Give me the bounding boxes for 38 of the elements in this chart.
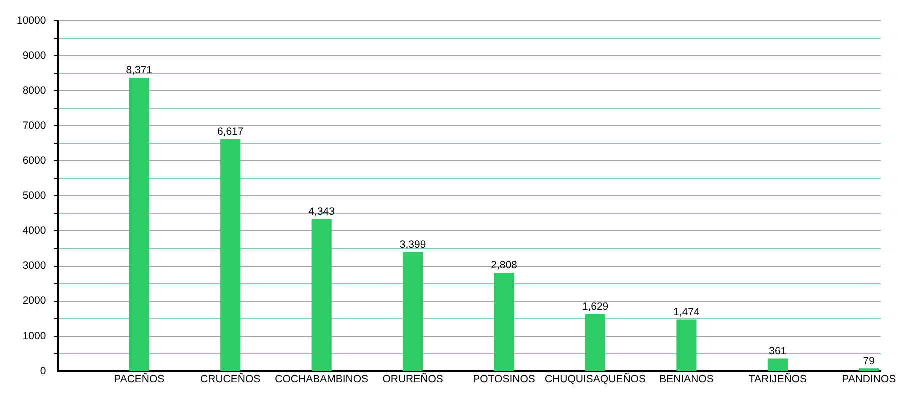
- y-tick-label: 8000: [22, 84, 46, 97]
- bar: [220, 140, 241, 372]
- y-tick-label: 6000: [22, 155, 46, 168]
- bar: [768, 358, 788, 372]
- y-tick-label: 5000: [22, 190, 46, 202]
- bar: [494, 273, 514, 372]
- x-tick-label: BENIANOS: [660, 374, 714, 386]
- y-tick-label: 9000: [22, 50, 46, 62]
- bar: [403, 252, 424, 372]
- x-tick-label: PANDINOS: [842, 374, 896, 386]
- y-tick-label: 0: [40, 365, 46, 378]
- x-tick-label: COCHABAMBINOS: [275, 374, 369, 386]
- data-label: 79: [863, 355, 876, 368]
- data-label: 4,343: [308, 206, 336, 218]
- x-tick-label: POTOSINOS: [473, 374, 536, 386]
- bar: [859, 368, 880, 372]
- data-label: 3,399: [400, 238, 426, 251]
- data-label: 6,617: [217, 126, 244, 138]
- y-tick-label: 2000: [22, 295, 46, 308]
- y-tick-label: 4000: [22, 225, 46, 238]
- data-label: 2,808: [491, 260, 518, 272]
- bar: [585, 314, 606, 372]
- y-tick-label: 7000: [22, 120, 46, 132]
- x-tick-label: TARIJEÑOS: [748, 372, 807, 386]
- bar: [129, 78, 150, 372]
- x-tick-label: PACEÑOS: [114, 372, 165, 386]
- y-tick-label: 10000: [16, 14, 46, 27]
- y-tick-label: 1000: [22, 330, 46, 342]
- data-label: 361: [769, 345, 787, 358]
- x-tick-label: CRUCEÑOS: [200, 372, 261, 386]
- y-tick-label: 3000: [22, 260, 46, 272]
- x-tick-label: CHUQUISAQUEÑOS: [545, 372, 646, 386]
- x-tick-label: ORUREÑOS: [382, 372, 444, 386]
- bar: [676, 320, 697, 372]
- data-label: 8,371: [126, 64, 153, 77]
- data-label: 1,629: [582, 300, 609, 313]
- bar: [312, 219, 332, 372]
- data-label: 1,474: [674, 306, 700, 318]
